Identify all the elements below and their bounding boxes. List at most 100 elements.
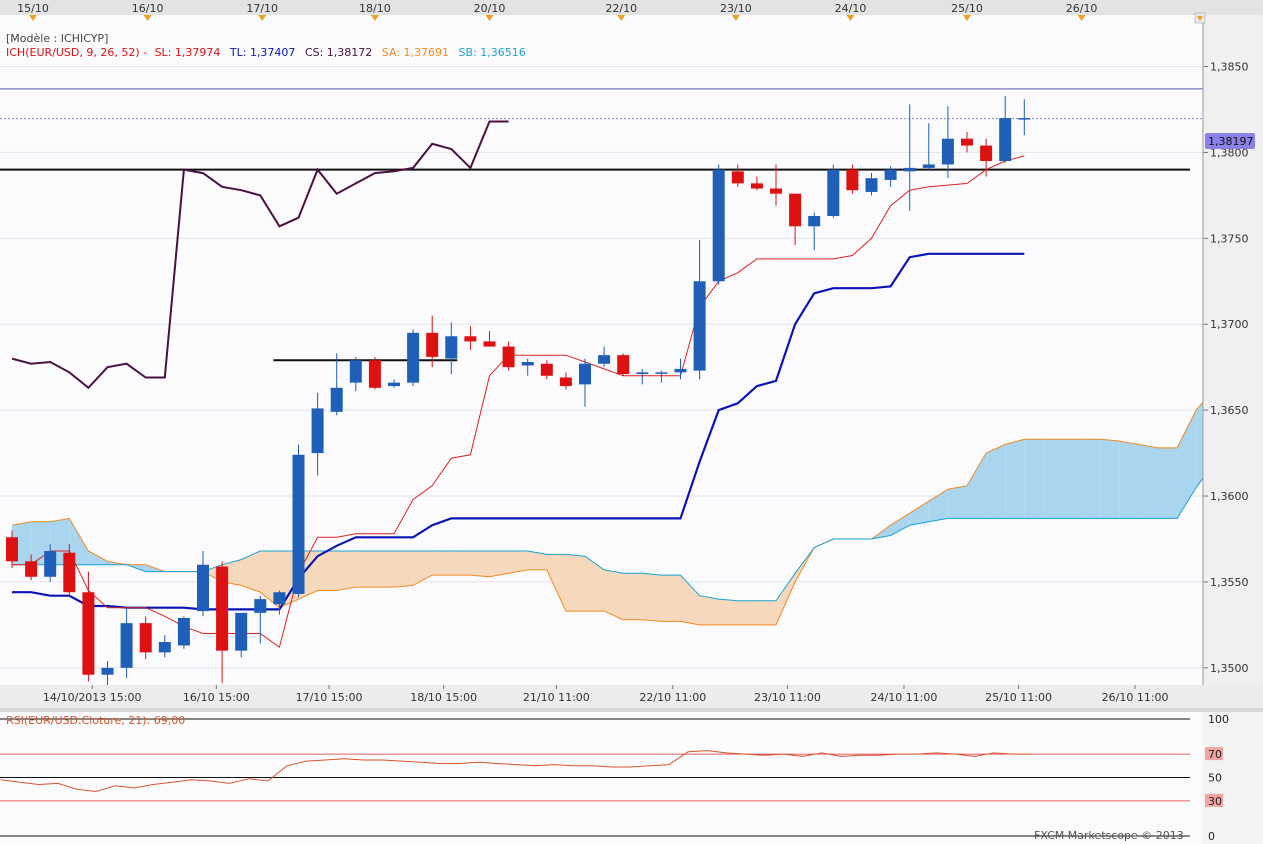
chikou-span-line <box>11 120 509 390</box>
cloud-segment <box>317 551 337 591</box>
candle-body <box>903 167 916 172</box>
cloud-segment <box>336 551 356 591</box>
candle-body <box>579 363 591 385</box>
legend-tl: TL: 1,37407 <box>229 46 296 59</box>
candle-body <box>521 362 534 366</box>
candlesticks <box>6 95 1031 685</box>
cloud-segment <box>1062 439 1082 519</box>
date-marker-label: 15/10 <box>17 2 49 15</box>
price-tick-label: 1,3700 <box>1210 318 1249 331</box>
cloud-segment <box>718 599 738 625</box>
time-tick-label: 16/10 15:00 <box>183 691 250 704</box>
candle-body <box>388 382 400 387</box>
cloud-segment <box>1043 439 1063 519</box>
price-tick-label: 1,3600 <box>1210 490 1249 503</box>
candle-body <box>770 188 782 194</box>
cloud-segment <box>1177 410 1197 519</box>
date-marker-label: 23/10 <box>720 2 752 15</box>
cloud-segment <box>947 485 967 519</box>
candle-body <box>330 387 343 412</box>
rsi-level-tag <box>1205 747 1223 761</box>
cloud-segment <box>241 551 261 593</box>
candle-body <box>273 592 286 605</box>
date-marker-label: 24/10 <box>835 2 867 15</box>
rsi-tick-label: 100 <box>1208 713 1229 726</box>
kijun-sen-line <box>12 252 1025 611</box>
cloud-segment <box>1100 439 1120 519</box>
candle-body <box>540 363 553 376</box>
candle-body <box>63 552 76 593</box>
scroll-end-icon[interactable] <box>1194 12 1206 24</box>
date-marker-icon <box>143 15 152 21</box>
cloud-segment <box>604 569 624 620</box>
cloud-segment <box>1196 402 1203 488</box>
price-tick-label: 1,3800 <box>1210 146 1249 159</box>
candle-body <box>846 169 859 191</box>
candle-body <box>502 346 515 368</box>
cloud-segment <box>623 573 643 620</box>
rsi-level-tag <box>1205 793 1223 807</box>
cloud-segment <box>642 573 662 622</box>
price-tick-label: 1,3550 <box>1210 576 1249 589</box>
span-lines <box>11 401 1203 626</box>
date-marker-icon <box>258 15 267 21</box>
date-marker-label: 20/10 <box>474 2 506 15</box>
watermark: FXCM Marketscope © 2013 <box>1034 829 1184 842</box>
horizontal-lines[interactable] <box>0 88 1203 362</box>
date-marker-icon <box>485 15 494 21</box>
candle-body <box>6 537 18 562</box>
cloud-segment <box>546 554 566 612</box>
price-axis-background <box>1203 15 1263 685</box>
candle-body <box>865 178 878 192</box>
time-axis[interactable]: 14/10/2013 15:00 16/10 15:00 17/10 15:00 18… <box>43 685 1169 704</box>
cloud-segment <box>88 551 108 565</box>
cloud-segment <box>661 575 681 622</box>
legend-sl: SL: 1,37974 <box>155 46 221 59</box>
date-marker-icon <box>731 15 740 21</box>
time-tick-label: 23/10 11:00 <box>754 691 821 704</box>
candle-body <box>368 360 381 388</box>
date-marker-label: 16/10 <box>132 2 164 15</box>
candle-body <box>980 145 993 162</box>
candle-body <box>636 372 649 375</box>
current-price-tag-box <box>1205 133 1255 149</box>
template-label: [Modèle : ICHICYP] <box>6 32 108 45</box>
cloud-segment <box>1081 439 1101 519</box>
cloud-segment <box>1005 439 1025 519</box>
candle-body <box>617 355 630 375</box>
candle-body <box>731 171 744 184</box>
candle-body <box>999 118 1012 162</box>
cloud-segment <box>451 551 471 576</box>
candle-body <box>464 336 477 342</box>
current-price-tag: 1,38197 <box>1205 133 1255 149</box>
cloud-segment <box>776 573 796 625</box>
current-price-label: 1,38197 <box>1208 135 1254 148</box>
cloud-segment <box>394 551 414 588</box>
cloud-segment <box>909 501 929 526</box>
date-marker-icon <box>963 15 971 21</box>
time-tick-label: 24/10 11:00 <box>871 691 938 704</box>
candle-body <box>120 623 133 668</box>
cloud-segment <box>1158 447 1178 519</box>
time-tick-label: 22/10 11:00 <box>639 691 706 704</box>
candle-body <box>158 642 171 653</box>
candle-body <box>139 623 152 653</box>
time-tick-label: 25/10 11:00 <box>985 691 1052 704</box>
ichimoku-cloud <box>12 402 1203 625</box>
cloud-segment <box>374 551 394 588</box>
candle-body <box>961 138 973 146</box>
senkou-span-b-line <box>12 477 1203 602</box>
price-tick-label: 1,3750 <box>1210 232 1249 245</box>
cloud-segment <box>928 489 948 522</box>
candle-body <box>216 566 229 651</box>
price-axis[interactable]: 1,3850 1,3800 1,3750 1,3700 1,3650 1,3600 1,35… <box>1202 15 1249 685</box>
cloud-segment <box>756 600 776 625</box>
candle-body <box>789 193 802 227</box>
date-markers: 15/10 16/10 17/10 18/10 20/10 22/10 23/10 24/10… <box>17 2 1097 21</box>
cloud-segment <box>413 551 433 586</box>
candle-body <box>483 341 496 347</box>
panel-splitter[interactable] <box>0 708 1263 712</box>
time-tick-label: 17/10 15:00 <box>296 691 363 704</box>
cloud-segment <box>508 551 528 574</box>
